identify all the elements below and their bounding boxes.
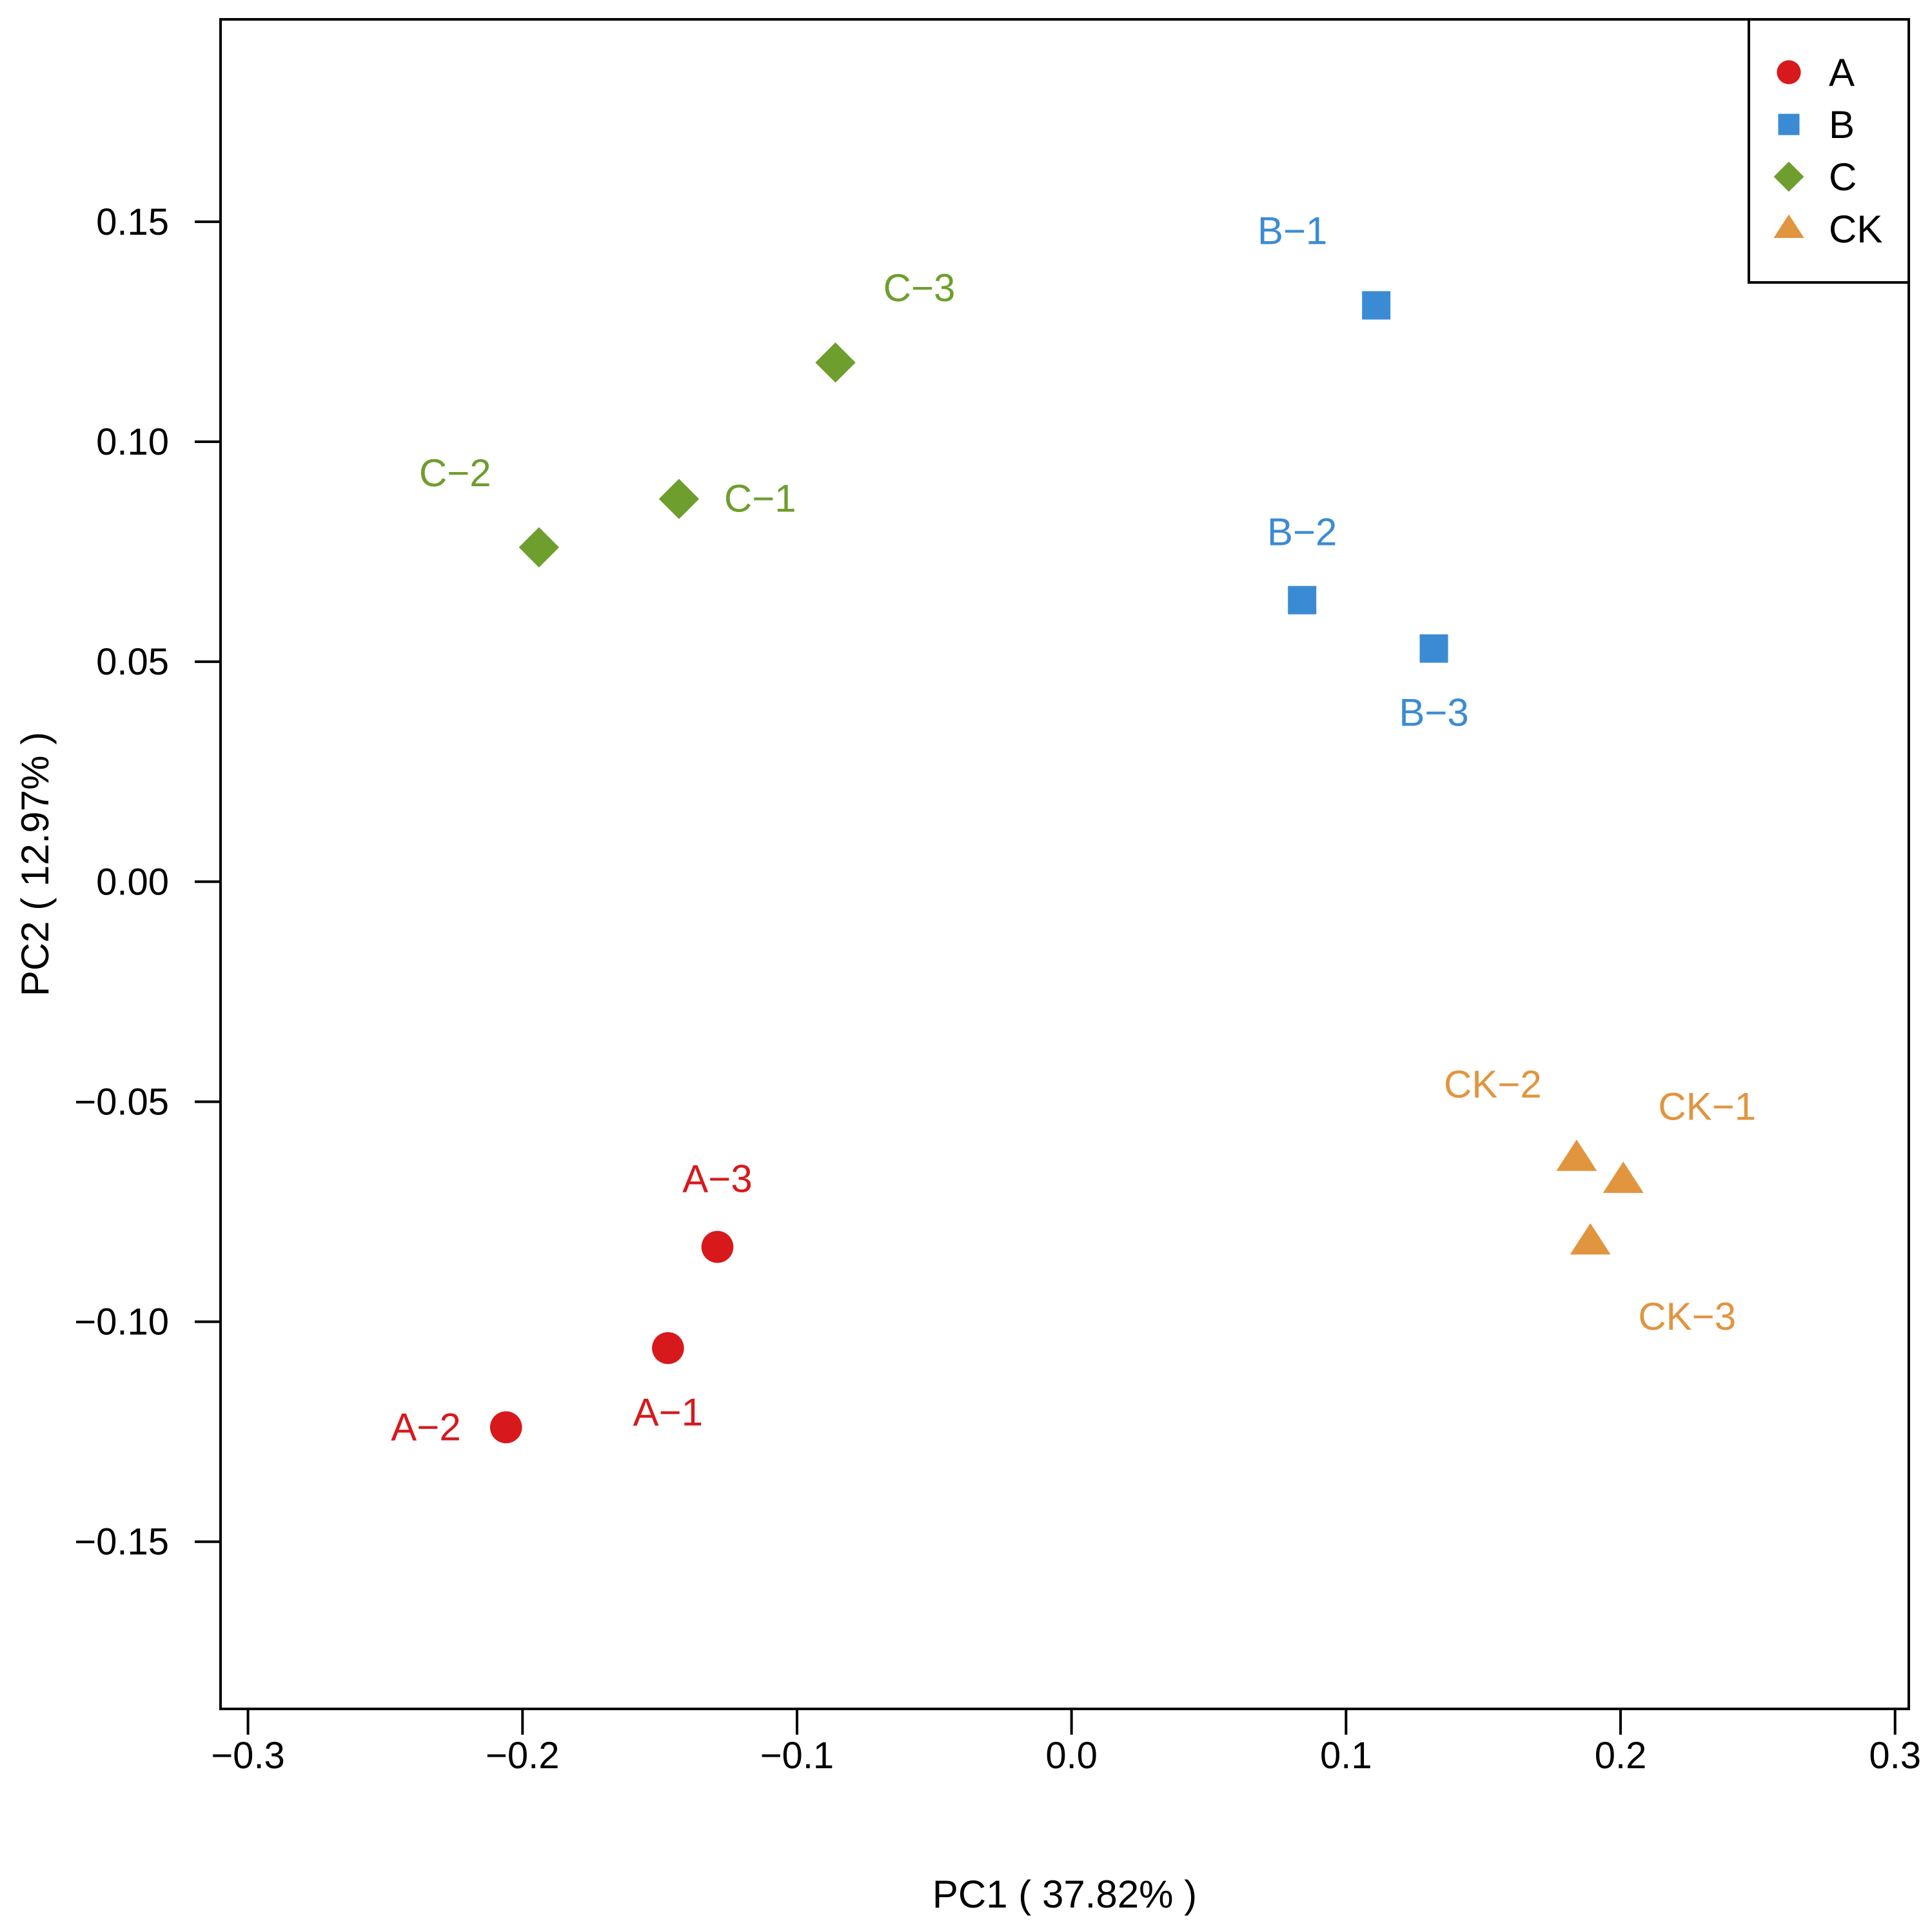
point-label: C−2	[419, 451, 491, 495]
data-point-c	[658, 478, 700, 519]
legend-marker-b	[1778, 113, 1800, 135]
y-tick-label: −0.10	[74, 1301, 169, 1343]
point-label: A−1	[633, 1391, 703, 1434]
point-label: B−3	[1399, 691, 1468, 735]
x-axis-title: PC1 ( 37.82% )	[932, 1873, 1197, 1916]
y-tick-label: 0.15	[96, 201, 169, 243]
x-axis: −0.3 −0.2 −0.1 0.0 0.1 0.2 0.3	[211, 1708, 1921, 1777]
legend-label-ck: CK	[1829, 208, 1882, 251]
point-labels: A−1 A−2 A−3 B−1 B−2 B−3 C−1 C−2 C−3 CK−1 CK−2 CK−3	[391, 209, 1756, 1448]
point-label: CK−3	[1638, 1295, 1736, 1338]
point-label: B−1	[1257, 209, 1327, 252]
data-point-b	[1362, 291, 1391, 320]
data-points	[489, 291, 1644, 1444]
point-label: C−1	[724, 477, 796, 520]
y-tick-label: −0.05	[74, 1081, 169, 1123]
legend-box	[1748, 18, 1910, 284]
legend-marker-a	[1777, 60, 1801, 84]
point-label: A−2	[391, 1405, 460, 1448]
legend-label-a: A	[1829, 51, 1855, 94]
x-tick-label: −0.2	[486, 1735, 560, 1777]
point-label: CK−2	[1444, 1063, 1542, 1106]
y-tick-label: 0.10	[96, 421, 169, 463]
point-label: B−2	[1267, 511, 1337, 554]
x-tick-label: −0.3	[211, 1735, 285, 1777]
plot-frame	[219, 18, 1910, 1710]
y-tick-label: −0.15	[74, 1521, 169, 1563]
legend-label-b: B	[1829, 103, 1855, 146]
data-point-b	[1419, 634, 1448, 663]
legend-label-c: C	[1829, 155, 1857, 199]
y-tick-label: 0.00	[96, 861, 169, 903]
x-tick-label: 0.3	[1869, 1735, 1921, 1777]
y-tick-label: 0.05	[96, 641, 169, 683]
legend: ABC CK	[1748, 18, 1910, 284]
data-point-ck	[1570, 1223, 1611, 1255]
legend-marker-ck	[1773, 214, 1804, 238]
x-tick-label: −0.1	[760, 1735, 834, 1777]
x-tick-label: 0.2	[1595, 1735, 1647, 1777]
x-tick-label: 0.0	[1045, 1735, 1098, 1777]
point-label: C−3	[883, 266, 956, 310]
y-axis: −0.15 −0.10 −0.05 0.00 0.05 0.10 0.15	[74, 201, 222, 1563]
data-point-a	[652, 1332, 684, 1365]
data-point-a	[489, 1411, 522, 1444]
data-point-b	[1288, 586, 1317, 615]
data-point-ck	[1556, 1139, 1597, 1171]
point-label: A−3	[682, 1158, 752, 1201]
legend-marker-c	[1773, 161, 1804, 192]
data-point-ck	[1602, 1161, 1644, 1193]
y-axis-title: PC2 ( 12.97% )	[14, 732, 57, 996]
data-point-a	[701, 1230, 734, 1263]
data-point-c	[518, 527, 560, 567]
data-point-c	[815, 342, 856, 383]
x-tick-label: 0.1	[1320, 1735, 1372, 1777]
point-label: CK−1	[1658, 1085, 1756, 1128]
